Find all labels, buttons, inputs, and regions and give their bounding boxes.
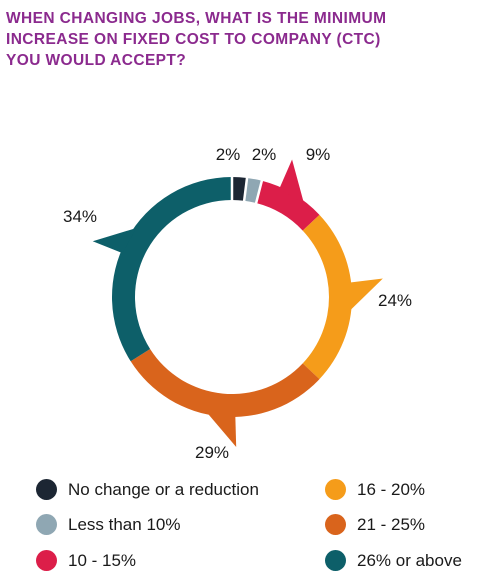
- legend-swatch: [325, 550, 346, 571]
- legend-swatch: [36, 514, 57, 535]
- data-label: 29%: [195, 443, 229, 462]
- legend-item-16-20: 16 - 20%: [325, 479, 425, 500]
- slice-10-15-: [256, 180, 320, 231]
- slice-separator: [242, 175, 249, 202]
- legend-swatch: [325, 514, 346, 535]
- legend-label: 21 - 25%: [357, 514, 426, 534]
- legend-label: No change or a reduction: [68, 479, 259, 499]
- slice-pointer: [92, 227, 137, 254]
- slice-16-20-: [302, 214, 352, 380]
- chart-title-line-3: YOU WOULD ACCEPT?: [6, 52, 187, 69]
- data-label: 9%: [306, 145, 331, 164]
- chart-title-line-2: INCREASE ON FIXED COST TO COMPANY (CTC): [6, 31, 381, 48]
- slice-pointer: [206, 412, 237, 447]
- slice-26-or-above: [111, 177, 232, 362]
- data-label: 2%: [216, 145, 241, 164]
- legend-swatch: [36, 479, 57, 500]
- slice-separator: [254, 178, 264, 205]
- legend-item-10-15: 10 - 15%: [36, 550, 136, 571]
- chart-title-line-1: WHEN CHANGING JOBS, WHAT IS THE MINIMUM: [6, 10, 387, 27]
- slice-no-change-or-a-reduction: [232, 177, 248, 201]
- legend-label: Less than 10%: [68, 514, 181, 534]
- slice-21-25-: [130, 348, 320, 418]
- legend-item-no-change: No change or a reduction: [36, 479, 259, 500]
- slice-pointer: [349, 278, 383, 312]
- data-label: 2%: [252, 145, 277, 164]
- legend-item-21-25: 21 - 25%: [325, 514, 425, 535]
- legend-item-less-than-10: Less than 10%: [36, 514, 180, 535]
- legend-label: 10 - 15%: [68, 550, 137, 570]
- data-label: 24%: [378, 291, 412, 310]
- slice-pointer: [279, 159, 304, 204]
- legend-label: 16 - 20%: [357, 479, 426, 499]
- chart-title: WHEN CHANGING JOBS, WHAT IS THE MINIMUM …: [6, 8, 476, 71]
- data-label: 34%: [63, 207, 97, 226]
- legend-swatch: [36, 550, 57, 571]
- legend-item-26-above: 26% or above: [325, 550, 462, 571]
- legend-swatch: [325, 479, 346, 500]
- legend-label: 26% or above: [357, 550, 462, 570]
